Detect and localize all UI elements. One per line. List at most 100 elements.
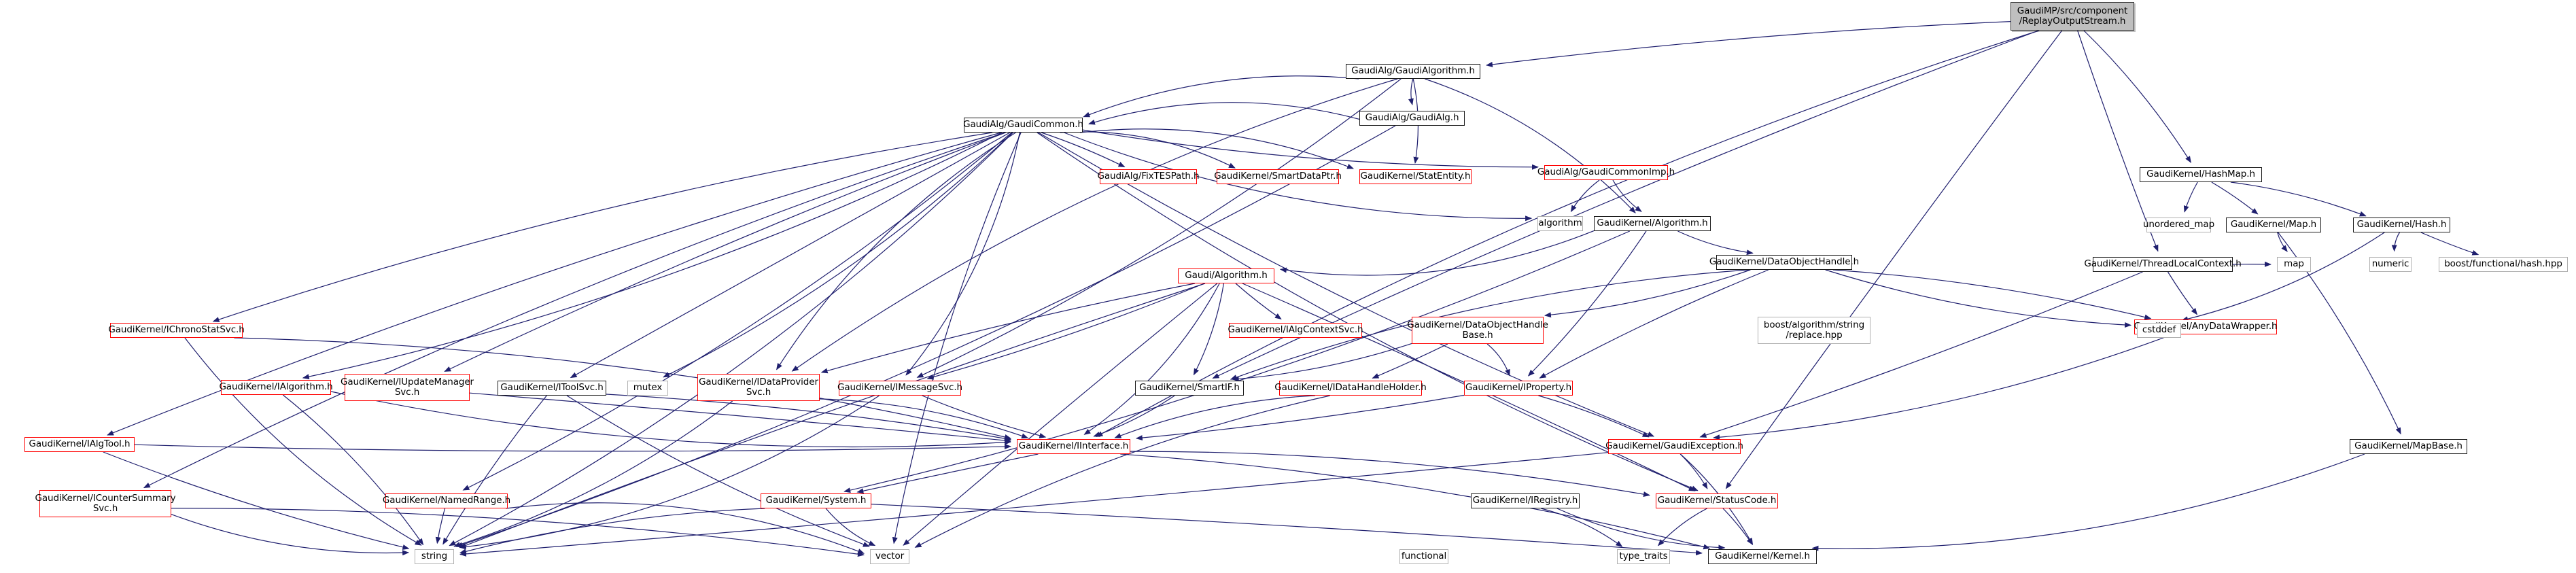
graph-edge (1279, 230, 1595, 276)
graph-node-gaudialgorithm[interactable]: GaudiAlg/GaudiAlgorithm.h (1346, 64, 1480, 79)
graph-node-boost_replace[interactable]: boost/algorithm/string /replace.hpp (1758, 317, 1870, 344)
graph-edge (1041, 132, 1126, 168)
graph-node-ialgorithm[interactable]: GaudiKernel/IAlgorithm.h (219, 380, 333, 395)
graph-edge (1713, 334, 2173, 440)
graph-node-itoolsvc[interactable]: GaudiKernel/IToolSvc.h (498, 381, 606, 396)
graph-edge (1541, 508, 1623, 547)
graph-node-kernel_hash[interactable]: GaudiKernel/Hash.h (2353, 218, 2450, 232)
graph-node-gaudicommon[interactable]: GaudiAlg/GaudiCommon.h (963, 118, 1083, 133)
graph-node-smartif[interactable]: GaudiKernel/SmartIF.h (1135, 381, 1244, 396)
graph-node-gaudiexception[interactable]: GaudiKernel/GaudiException.h (1605, 439, 1743, 454)
graph-edge (143, 132, 1005, 489)
graph-node-mutex[interactable]: mutex (627, 381, 668, 396)
graph-edge (134, 444, 1011, 452)
graph-node-idataprovidersvc[interactable]: GaudiKernel/IDataProvider Svc.h (697, 374, 820, 401)
graph-node-vector[interactable]: vector (870, 549, 909, 564)
graph-node-type_traits[interactable]: type_traits (1617, 549, 1670, 564)
graph-node-functional[interactable]: functional (1399, 549, 1448, 564)
graph-edge (1064, 132, 1533, 222)
graph-node-threadlocalcontext[interactable]: GaudiKernel/ThreadLocalContext.h (2084, 257, 2242, 272)
graph-edge (171, 514, 410, 556)
graph-edge (776, 132, 1016, 370)
graph-node-ialgcontextsvc[interactable]: GaudiKernel/IAlgContextSvc.h (1228, 323, 1363, 338)
graph-node-icountersummarysvc[interactable]: GaudiKernel/ICounterSummary Svc.h (35, 490, 176, 517)
graph-edge (1114, 395, 1315, 438)
graph-node-iregistry[interactable]: GaudiKernel/IRegistry.h (1471, 493, 1580, 508)
graph-edge (1527, 230, 1647, 377)
graph-node-dataobjecthandlebase[interactable]: GaudiKernel/DataObjectHandle Base.h (1407, 317, 1548, 344)
graph-edge (663, 132, 1013, 378)
graph-node-ichronostatsvc[interactable]: GaudiKernel/IChronoStatSvc.h (108, 323, 245, 338)
graph-edge (1193, 283, 1224, 376)
graph-node-gaudi_algorithm[interactable]: Gaudi/Algorithm.h (1178, 268, 1274, 283)
graph-node-string[interactable]: string (415, 549, 454, 564)
graph-edge (103, 451, 410, 550)
graph-node-statuscode[interactable]: GaudiKernel/StatusCode.h (1656, 493, 1778, 508)
graph-node-statentity[interactable]: GaudiKernel/StatEntity.h (1359, 169, 1472, 184)
graph-node-smartdataptr[interactable]: GaudiKernel/SmartDataPtr.h (1214, 169, 1342, 184)
graph-edge (1082, 129, 1539, 170)
graph-edge (1725, 30, 2063, 489)
graph-edge (1083, 283, 1220, 435)
graph-node-root[interactable]: GaudiMP/src/component /ReplayOutputStrea… (2011, 2, 2134, 31)
graph-node-ialgtool[interactable]: GaudiKernel/IAlgTool.h (24, 437, 135, 452)
graph-edge (820, 283, 1196, 374)
graph-node-boost_hash[interactable]: boost/functional/hash.hpp (2439, 257, 2568, 272)
graph-node-dataobjecthandle[interactable]: GaudiKernel/DataObjectHandle.h (1709, 255, 1859, 270)
graph-edge (442, 395, 547, 545)
graph-node-mapbase[interactable]: GaudiKernel/MapBase.h (2350, 439, 2467, 454)
graph-edge (926, 283, 1205, 380)
graph-edge (1408, 78, 1414, 105)
graph-edge (455, 125, 1396, 548)
graph-node-iproperty[interactable]: GaudiKernel/IProperty.h (1464, 381, 1573, 396)
graph-edge (506, 502, 865, 554)
graph-edge (570, 132, 1011, 379)
graph-node-iinterface[interactable]: GaudiKernel/IInterface.h (1017, 439, 1130, 454)
graph-edge (1425, 78, 1636, 213)
graph-node-idatahandleholder[interactable]: GaudiKernel/IDataHandleHolder.h (1274, 381, 1427, 396)
graph-node-algorithm_std[interactable]: algorithm (1537, 216, 1583, 231)
graph-edge (1083, 75, 1359, 118)
graph-node-gaudialg[interactable]: GaudiAlg/GaudiAlg.h (1359, 111, 1465, 126)
graph-edge (462, 132, 1012, 491)
graph-node-fixtespath[interactable]: GaudiAlg/FixTESPath.h (1098, 169, 1200, 184)
graph-edge (444, 132, 1006, 372)
graph-node-namedrange[interactable]: GaudiKernel/NamedRange.h (383, 493, 510, 508)
graph-node-system[interactable]: GaudiKernel/System.h (761, 493, 871, 508)
graph-node-hashmap[interactable]: GaudiKernel/HashMap.h (2140, 167, 2262, 182)
graph-edge (1060, 131, 1236, 169)
graph-node-iupdatemanagersvc[interactable]: GaudiKernel/IUpdateManager Svc.h (341, 374, 474, 401)
graph-edge (1079, 128, 1355, 169)
graph-edge (1832, 269, 2152, 320)
graph-edge (1135, 394, 1465, 441)
graph-node-cstddef[interactable]: cstddef (2137, 323, 2181, 338)
graph-edge (1120, 453, 1711, 550)
graph-edge (1658, 508, 1707, 546)
graph-node-imessagesvc[interactable]: GaudiKernel/IMessageSvc.h (837, 381, 962, 396)
graph-edge (234, 337, 1012, 440)
graph-edge (1093, 395, 1175, 437)
graph-node-unordered_map[interactable]: unordered_map (2143, 218, 2214, 232)
graph-edge (1235, 283, 1282, 319)
graph-node-kernel_algorithm[interactable]: GaudiKernel/Algorithm.h (1594, 216, 1711, 231)
graph-node-numeric[interactable]: numeric (2369, 257, 2412, 272)
graph-edge (469, 392, 1011, 443)
graph-edge (819, 398, 1029, 439)
graph-edge (1677, 230, 1754, 256)
graph-edge (905, 132, 1020, 376)
graph-edge (2183, 181, 2198, 213)
graph-node-kernel_map[interactable]: GaudiKernel/Map.h (2226, 218, 2321, 232)
graph-edge (916, 78, 1402, 378)
graph-edge (856, 453, 1039, 494)
graph-edge (1088, 102, 1360, 125)
graph-edge (871, 504, 1703, 556)
graph-edge (435, 508, 446, 544)
graph-edge (1722, 508, 1753, 545)
graph-node-map_std[interactable]: map (2277, 257, 2311, 272)
graph-edge (302, 132, 1003, 380)
graph-edge (892, 132, 1022, 544)
graph-edge (2167, 271, 2198, 315)
graph-node-gaudicommonimp[interactable]: GaudiAlg/GaudiCommonImp.h (1537, 165, 1675, 180)
graph-edge (1130, 451, 1650, 498)
graph-node-kernel_h[interactable]: GaudiKernel/Kernel.h (1708, 549, 1817, 564)
